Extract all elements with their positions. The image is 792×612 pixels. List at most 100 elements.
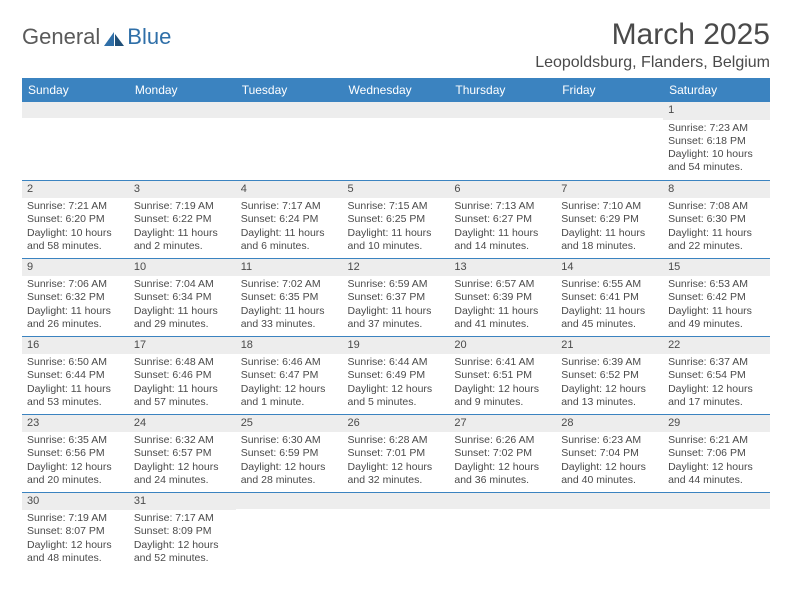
- daylight-text: Daylight: 11 hours and 2 minutes.: [134, 227, 231, 253]
- calendar-day-cell: [343, 102, 450, 180]
- sunrise-text: Sunrise: 6:50 AM: [27, 356, 124, 369]
- daylight-text: Daylight: 12 hours and 44 minutes.: [668, 461, 765, 487]
- sunset-text: Sunset: 6:42 PM: [668, 291, 765, 304]
- weekday-header-row: Sunday Monday Tuesday Wednesday Thursday…: [22, 78, 770, 102]
- daylight-text: Daylight: 11 hours and 33 minutes.: [241, 305, 338, 331]
- day-number: 11: [236, 259, 343, 277]
- sunrise-text: Sunrise: 6:59 AM: [348, 278, 445, 291]
- daylight-text: Daylight: 12 hours and 32 minutes.: [348, 461, 445, 487]
- day-number: 15: [663, 259, 770, 277]
- sunrise-text: Sunrise: 7:17 AM: [241, 200, 338, 213]
- sunset-text: Sunset: 6:49 PM: [348, 369, 445, 382]
- day-body: Sunrise: 6:57 AMSunset: 6:39 PMDaylight:…: [449, 276, 556, 335]
- day-body: Sunrise: 6:39 AMSunset: 6:52 PMDaylight:…: [556, 354, 663, 413]
- calendar-day-cell: 3Sunrise: 7:19 AMSunset: 6:22 PMDaylight…: [129, 180, 236, 258]
- calendar-day-cell: 30Sunrise: 7:19 AMSunset: 8:07 PMDayligh…: [22, 492, 129, 570]
- sunrise-text: Sunrise: 6:32 AM: [134, 434, 231, 447]
- day-body: [556, 509, 663, 515]
- sunrise-text: Sunrise: 7:19 AM: [27, 512, 124, 525]
- sunrise-text: Sunrise: 7:10 AM: [561, 200, 658, 213]
- daylight-text: Daylight: 11 hours and 29 minutes.: [134, 305, 231, 331]
- logo: GeneralBlue: [22, 24, 171, 50]
- calendar-day-cell: 9Sunrise: 7:06 AMSunset: 6:32 PMDaylight…: [22, 258, 129, 336]
- sunset-text: Sunset: 6:51 PM: [454, 369, 551, 382]
- daylight-text: Daylight: 12 hours and 17 minutes.: [668, 383, 765, 409]
- calendar-day-cell: 24Sunrise: 6:32 AMSunset: 6:57 PMDayligh…: [129, 414, 236, 492]
- daylight-text: Daylight: 11 hours and 18 minutes.: [561, 227, 658, 253]
- day-body: Sunrise: 7:19 AMSunset: 8:07 PMDaylight:…: [22, 510, 129, 569]
- sunset-text: Sunset: 6:46 PM: [134, 369, 231, 382]
- sunrise-text: Sunrise: 7:19 AM: [134, 200, 231, 213]
- day-body: Sunrise: 7:08 AMSunset: 6:30 PMDaylight:…: [663, 198, 770, 257]
- sunset-text: Sunset: 6:57 PM: [134, 447, 231, 460]
- sunset-text: Sunset: 6:25 PM: [348, 213, 445, 226]
- sunset-text: Sunset: 8:07 PM: [27, 525, 124, 538]
- daylight-text: Daylight: 12 hours and 5 minutes.: [348, 383, 445, 409]
- day-body: Sunrise: 6:37 AMSunset: 6:54 PMDaylight:…: [663, 354, 770, 413]
- day-body: Sunrise: 7:13 AMSunset: 6:27 PMDaylight:…: [449, 198, 556, 257]
- calendar-day-cell: 27Sunrise: 6:26 AMSunset: 7:02 PMDayligh…: [449, 414, 556, 492]
- logo-sail-icon: [102, 28, 126, 46]
- sunrise-text: Sunrise: 7:02 AM: [241, 278, 338, 291]
- daylight-text: Daylight: 12 hours and 48 minutes.: [27, 539, 124, 565]
- calendar-day-cell: 22Sunrise: 6:37 AMSunset: 6:54 PMDayligh…: [663, 336, 770, 414]
- weekday-header: Wednesday: [343, 78, 450, 102]
- daylight-text: Daylight: 11 hours and 22 minutes.: [668, 227, 765, 253]
- day-number: 22: [663, 337, 770, 355]
- sunrise-text: Sunrise: 7:21 AM: [27, 200, 124, 213]
- month-title: March 2025: [535, 18, 770, 52]
- weekday-header: Monday: [129, 78, 236, 102]
- calendar-day-cell: 2Sunrise: 7:21 AMSunset: 6:20 PMDaylight…: [22, 180, 129, 258]
- calendar-day-cell: 12Sunrise: 6:59 AMSunset: 6:37 PMDayligh…: [343, 258, 450, 336]
- sunrise-text: Sunrise: 6:46 AM: [241, 356, 338, 369]
- day-body: Sunrise: 7:17 AMSunset: 6:24 PMDaylight:…: [236, 198, 343, 257]
- day-number: 29: [663, 415, 770, 433]
- daylight-text: Daylight: 12 hours and 28 minutes.: [241, 461, 338, 487]
- sunrise-text: Sunrise: 7:13 AM: [454, 200, 551, 213]
- day-number: 23: [22, 415, 129, 433]
- day-body: Sunrise: 6:32 AMSunset: 6:57 PMDaylight:…: [129, 432, 236, 491]
- sunset-text: Sunset: 6:44 PM: [27, 369, 124, 382]
- calendar-day-cell: 13Sunrise: 6:57 AMSunset: 6:39 PMDayligh…: [449, 258, 556, 336]
- day-body: [343, 509, 450, 515]
- sunset-text: Sunset: 6:41 PM: [561, 291, 658, 304]
- calendar-day-cell: 23Sunrise: 6:35 AMSunset: 6:56 PMDayligh…: [22, 414, 129, 492]
- sunrise-text: Sunrise: 6:35 AM: [27, 434, 124, 447]
- day-body: Sunrise: 6:48 AMSunset: 6:46 PMDaylight:…: [129, 354, 236, 413]
- day-body: Sunrise: 6:46 AMSunset: 6:47 PMDaylight:…: [236, 354, 343, 413]
- day-body: Sunrise: 7:02 AMSunset: 6:35 PMDaylight:…: [236, 276, 343, 335]
- day-body: Sunrise: 7:19 AMSunset: 6:22 PMDaylight:…: [129, 198, 236, 257]
- day-body: Sunrise: 6:44 AMSunset: 6:49 PMDaylight:…: [343, 354, 450, 413]
- location: Leopoldsburg, Flanders, Belgium: [535, 54, 770, 72]
- calendar-day-cell: 5Sunrise: 7:15 AMSunset: 6:25 PMDaylight…: [343, 180, 450, 258]
- sunset-text: Sunset: 7:02 PM: [454, 447, 551, 460]
- calendar-day-cell: 20Sunrise: 6:41 AMSunset: 6:51 PMDayligh…: [449, 336, 556, 414]
- sunset-text: Sunset: 6:39 PM: [454, 291, 551, 304]
- calendar-week-row: 9Sunrise: 7:06 AMSunset: 6:32 PMDaylight…: [22, 258, 770, 336]
- calendar-day-cell: 26Sunrise: 6:28 AMSunset: 7:01 PMDayligh…: [343, 414, 450, 492]
- sunset-text: Sunset: 7:06 PM: [668, 447, 765, 460]
- calendar-day-cell: 1Sunrise: 7:23 AMSunset: 6:18 PMDaylight…: [663, 102, 770, 180]
- day-number: 26: [343, 415, 450, 433]
- sunset-text: Sunset: 6:32 PM: [27, 291, 124, 304]
- day-body: Sunrise: 6:30 AMSunset: 6:59 PMDaylight:…: [236, 432, 343, 491]
- calendar-day-cell: 28Sunrise: 6:23 AMSunset: 7:04 PMDayligh…: [556, 414, 663, 492]
- sunset-text: Sunset: 6:37 PM: [348, 291, 445, 304]
- day-body: Sunrise: 6:55 AMSunset: 6:41 PMDaylight:…: [556, 276, 663, 335]
- calendar-day-cell: 21Sunrise: 6:39 AMSunset: 6:52 PMDayligh…: [556, 336, 663, 414]
- daylight-text: Daylight: 12 hours and 9 minutes.: [454, 383, 551, 409]
- sunrise-text: Sunrise: 6:39 AM: [561, 356, 658, 369]
- day-number: [556, 493, 663, 509]
- day-body: Sunrise: 7:23 AMSunset: 6:18 PMDaylight:…: [663, 120, 770, 179]
- calendar-day-cell: [449, 102, 556, 180]
- daylight-text: Daylight: 11 hours and 6 minutes.: [241, 227, 338, 253]
- sunset-text: Sunset: 7:04 PM: [561, 447, 658, 460]
- calendar-day-cell: 18Sunrise: 6:46 AMSunset: 6:47 PMDayligh…: [236, 336, 343, 414]
- day-body: Sunrise: 6:26 AMSunset: 7:02 PMDaylight:…: [449, 432, 556, 491]
- day-number: [129, 102, 236, 118]
- day-number: 28: [556, 415, 663, 433]
- day-number: 7: [556, 181, 663, 199]
- calendar-day-cell: 14Sunrise: 6:55 AMSunset: 6:41 PMDayligh…: [556, 258, 663, 336]
- daylight-text: Daylight: 11 hours and 41 minutes.: [454, 305, 551, 331]
- calendar-day-cell: [449, 492, 556, 570]
